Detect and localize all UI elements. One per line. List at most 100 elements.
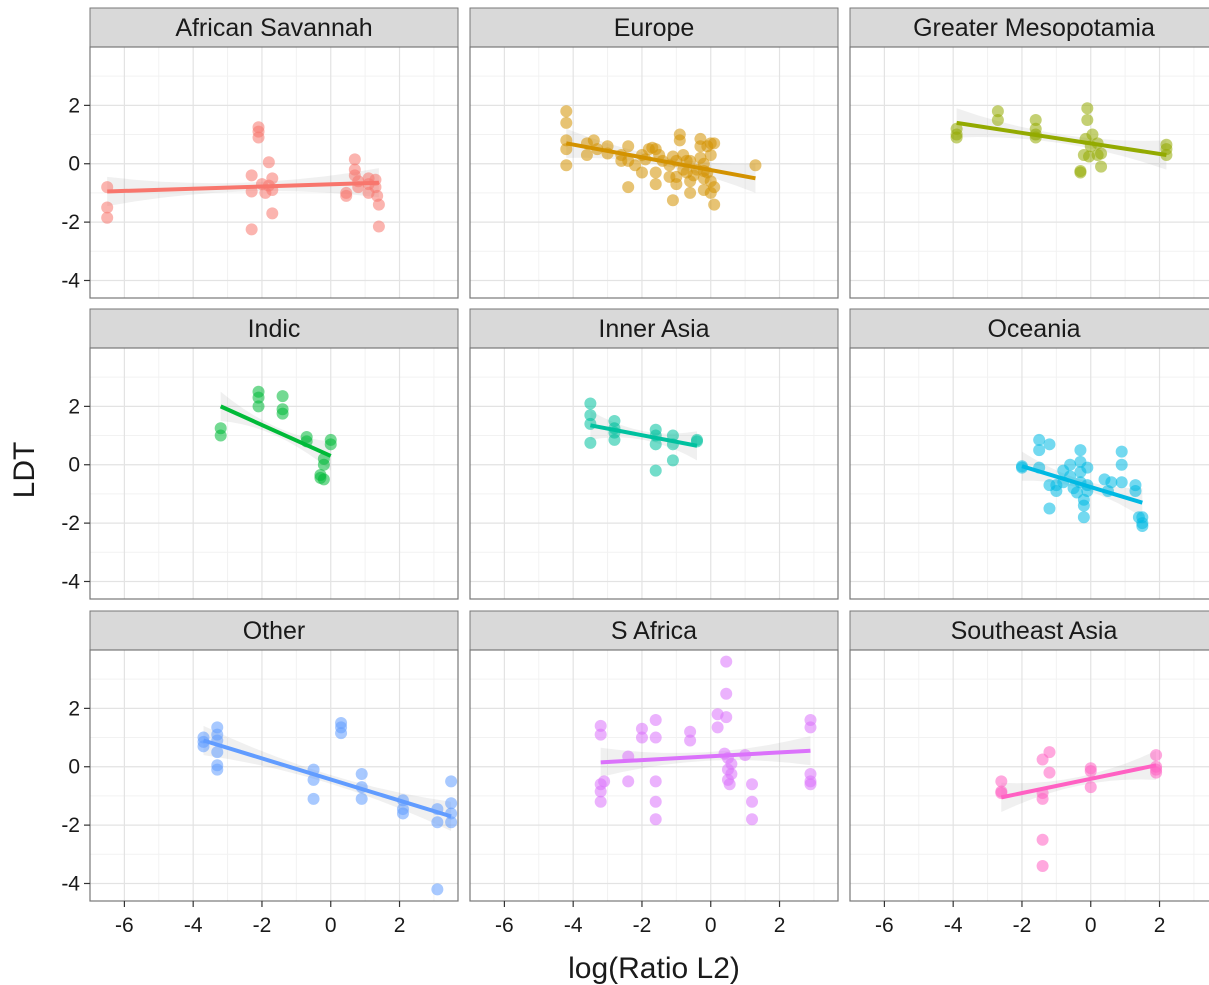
data-point [1029,113,1042,126]
facet-label: Europe [614,14,695,42]
x-axis: -6 -4 -2 0 2 -6 -4 -2 0 2 -6 -4 -2 0 2 [115,901,1165,937]
fit-line [565,141,756,181]
y-axis-title: LDT [8,442,41,499]
x-tick-label: -6 [495,914,514,937]
facet-label: Other [243,617,306,645]
data-point [725,768,738,781]
data-point [684,725,697,738]
fit-line [1021,464,1143,505]
data-point [1081,102,1094,115]
data-point [1095,160,1108,173]
data-point [991,105,1004,118]
facet-panel: Southeast Asia [849,610,1209,902]
data-point [1081,113,1094,126]
data-point [746,778,759,791]
y-tick-label: -2 [61,814,80,837]
data-point [635,166,648,179]
data-point [355,792,368,805]
data-point [1136,511,1149,524]
data-point [324,438,337,451]
y-tick-label: 0 [68,454,80,477]
data-point [560,143,573,156]
y-axis: -4 -2 0 2 -4 -2 0 2 -4 -2 0 2 [61,94,90,895]
data-point [649,775,662,788]
data-point [684,734,697,747]
data-point [431,816,444,829]
facet-label: Oceania [987,315,1080,343]
data-point [580,148,593,161]
data-point [1115,445,1128,458]
facet-panel: Other [89,610,459,902]
data-point [1077,511,1090,524]
facet-panel: Oceania [849,308,1209,600]
x-tick-label: 2 [1154,914,1166,937]
data-point [372,220,385,233]
plot-background [850,47,1209,298]
data-point [649,464,662,477]
data-point [211,763,224,776]
data-point [101,201,114,214]
facet-panel: Greater Mesopotamia [849,7,1209,299]
panel-border [849,649,1209,902]
data-point [720,655,733,668]
data-point [1033,444,1046,457]
y-tick-label: 0 [68,153,80,176]
x-tick-label: 2 [394,914,406,937]
data-point [252,391,265,404]
data-point [560,116,573,129]
data-point [1074,444,1087,457]
data-point [445,816,458,829]
plot-background [850,348,1209,599]
data-point [746,795,759,808]
data-point [1036,859,1049,872]
facet-label: Indic [248,315,301,343]
plot-background [90,47,458,298]
facet-strip [849,610,1209,651]
data-point [1129,485,1142,498]
data-point [1043,438,1056,451]
data-point [622,181,635,194]
data-point [649,166,662,179]
fit-line [589,423,698,448]
facet-label: Greater Mesopotamia [913,14,1155,42]
data-point [622,775,635,788]
data-point [1033,433,1046,446]
facet-panel: Europe [469,7,839,299]
data-point [266,207,279,220]
data-point [1043,502,1056,515]
data-point [262,156,275,169]
data-point [584,409,597,422]
data-point [560,105,573,118]
fit-line [202,738,452,819]
panel-border [849,46,1209,299]
plot-background [470,650,838,901]
data-point [431,883,444,896]
data-point [635,731,648,744]
data-point [1081,461,1094,474]
data-point [950,128,963,141]
data-point [245,169,258,182]
facet-strip [469,7,839,48]
data-point [245,223,258,236]
panel-border [469,347,839,600]
data-point [584,436,597,449]
data-point [348,153,361,166]
data-point [594,795,607,808]
data-point [276,390,289,403]
data-point [804,721,817,734]
facet-label: African Savannah [175,14,372,42]
data-point [307,792,320,805]
data-point [594,719,607,732]
panel-border [89,347,459,600]
x-tick-label: -6 [875,914,894,937]
facet-panel: Indic [89,308,459,600]
data-point [335,727,348,740]
data-point [445,797,458,810]
facet-panel: African Savannah [89,7,459,299]
facet-strip [89,7,459,48]
data-point [720,687,733,700]
y-tick-label: 2 [68,94,80,117]
data-point [1150,766,1163,779]
panel-border [89,46,459,299]
